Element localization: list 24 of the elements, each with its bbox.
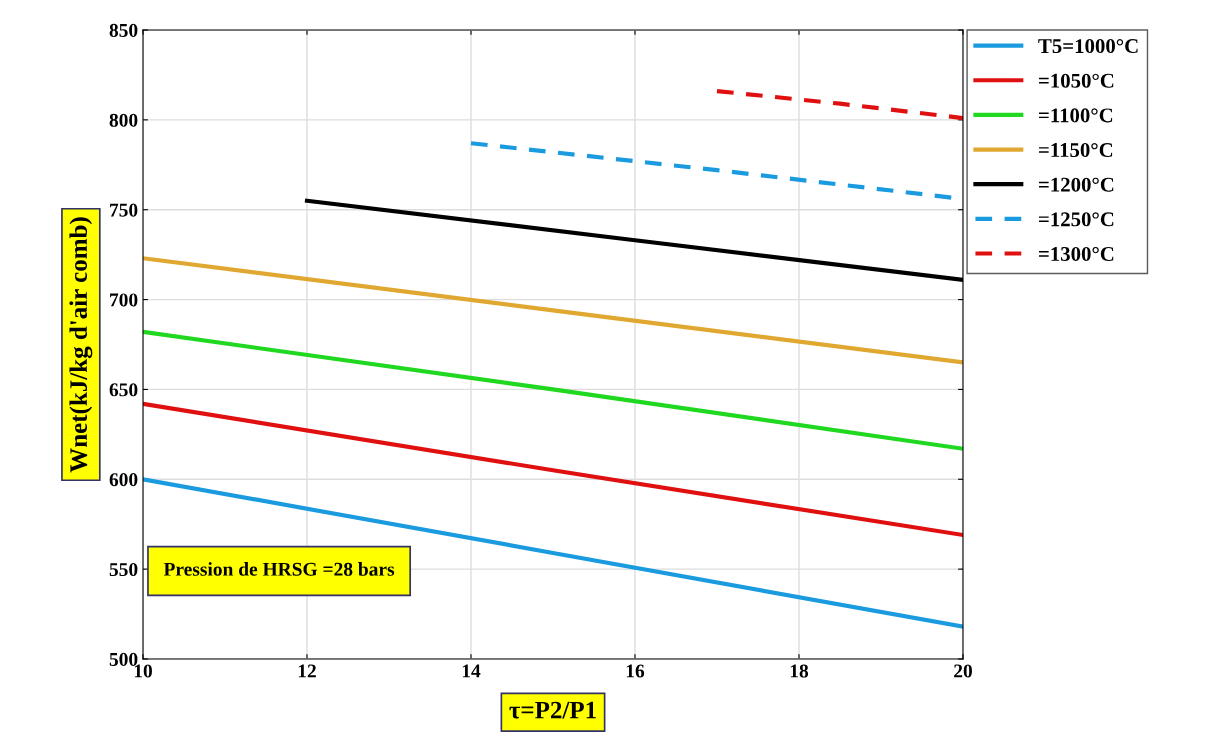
- x-tick-label: 16: [626, 664, 645, 678]
- y-tick-label: 600: [109, 473, 138, 487]
- y-tick-label: 500: [109, 652, 138, 666]
- y-tick-label: 750: [110, 203, 138, 217]
- legend-label: =1250°C: [1038, 212, 1114, 227]
- x-tick-label: 20: [954, 664, 972, 678]
- legend-label: T5=1000°C: [1038, 39, 1138, 54]
- y-tick-label: 800: [109, 113, 138, 127]
- legend-label: =1100°C: [1038, 108, 1113, 123]
- legend-label: =1300°C: [1038, 246, 1114, 261]
- legend-label: =1050°C: [1038, 73, 1114, 88]
- y-axis-title: Wnet(kJ/kg d'air comb): [69, 217, 93, 473]
- x-tick-label: 10: [134, 664, 152, 678]
- y-tick-label: 700: [110, 293, 138, 307]
- y-tick-label: 850: [109, 23, 138, 37]
- y-tick-label: 650: [109, 383, 138, 397]
- x-tick-label: 18: [790, 664, 809, 678]
- x-tick-label: 14: [462, 664, 481, 678]
- y-tick-label: 550: [109, 562, 138, 577]
- x-tick-label: 12: [298, 664, 316, 678]
- annotation: Pression de HRSG =28 bars: [163, 562, 395, 576]
- legend-label: =1150°C: [1038, 143, 1113, 158]
- x-axis-title: τ=P2/P1: [509, 701, 596, 719]
- legend-label: =1200°C: [1038, 177, 1114, 192]
